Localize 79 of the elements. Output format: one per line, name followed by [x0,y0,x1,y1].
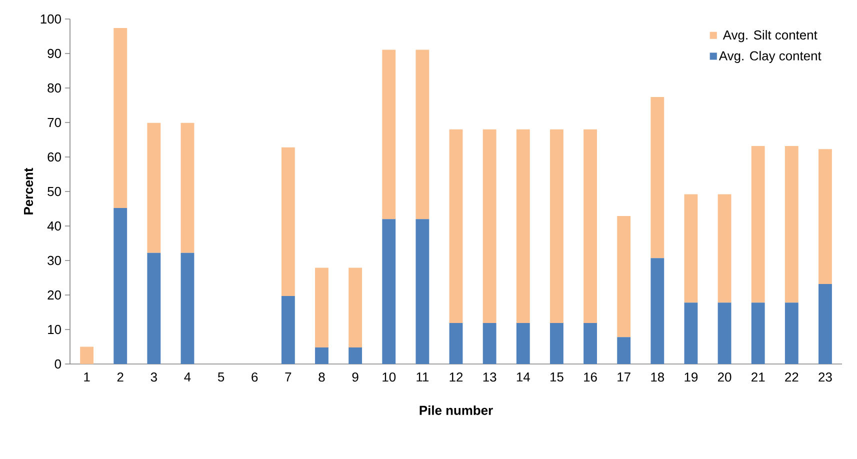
bar [718,194,732,303]
bar [449,322,463,364]
bar [550,129,564,323]
bar [449,129,463,323]
y-tick-label: 0 [54,359,61,369]
x-tick-label: 23 [818,372,832,382]
bar [382,219,396,364]
y-tick-label: 40 [47,221,61,231]
x-tick-label: 12 [450,372,463,382]
bar [818,149,832,284]
x-tick-label: 11 [416,372,429,382]
bar [281,147,295,296]
x-tick-label: 2 [117,372,124,382]
bar [416,50,430,220]
bar [180,252,194,364]
legend-label: Avg. Silt content [722,30,818,42]
y-tick-label: 50 [48,186,61,196]
bar [516,129,530,323]
bar [482,322,496,364]
bar [516,322,530,364]
bar [650,96,664,258]
x-tick-label: 1 [84,372,90,382]
x-tick-label: 19 [684,372,698,382]
x-tick-label: 5 [218,372,224,382]
y-tick-label: 70 [48,118,61,128]
bar [147,252,161,364]
bar [281,296,295,364]
bar [584,322,597,364]
bar [684,194,698,303]
bar [718,302,732,364]
bar [348,268,362,348]
x-tick-label: 20 [718,372,732,382]
bar [584,129,597,323]
y-tick-label: 20 [48,290,61,300]
bar [784,146,798,303]
bar [650,258,664,364]
x-tick-label: 17 [618,372,630,382]
x-tick-label: 3 [150,372,157,382]
x-tick-label: 22 [785,372,798,382]
y-tick-label: 80 [48,83,61,93]
bar [818,284,832,364]
bar [751,302,765,364]
x-tick-label: 15 [550,372,564,382]
y-tick-label: 100 [40,14,61,24]
bar [416,219,430,364]
x-tick-label: 13 [483,372,496,382]
x-tick-label: 10 [382,372,396,382]
x-tick-label: 21 [752,372,765,382]
bar [315,268,328,348]
bar [180,122,194,253]
x-axis-title: Pile number [420,405,493,415]
y-tick-label: 90 [48,48,61,58]
x-tick-label: 6 [252,372,258,382]
bar [617,337,631,364]
bar [482,129,496,323]
y-axis-title: Percent [24,168,34,214]
bar [751,146,765,303]
x-tick-label: 8 [318,372,325,382]
bar [382,50,396,220]
y-tick-label: 60 [48,152,61,162]
bar [550,322,564,364]
bar [114,28,128,208]
y-tick-label: 30 [48,256,61,266]
x-tick-label: 9 [352,372,358,382]
bar [114,208,128,364]
bar [147,122,161,253]
bar [617,216,631,338]
bar [684,302,698,364]
x-tick-label: 18 [651,372,664,382]
bar [348,347,362,364]
legend-label: Avg. Clay content [718,50,822,63]
x-tick-label: 14 [516,372,530,382]
x-tick-label: 7 [285,372,292,382]
x-tick-label: 4 [184,372,191,382]
bar [80,346,94,364]
bar [784,302,798,364]
y-tick-label: 10 [48,324,61,334]
bar [315,347,328,364]
x-tick-label: 16 [584,372,597,382]
